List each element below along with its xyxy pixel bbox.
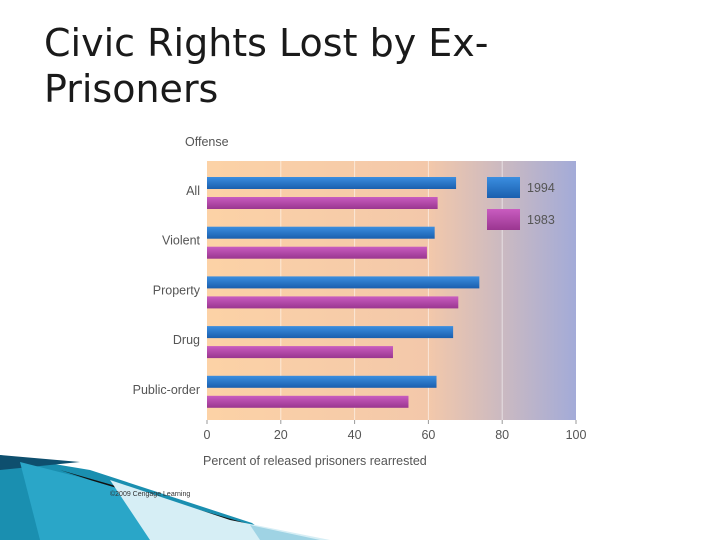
category-label: Property [153,283,201,297]
bar-1983-public-order [207,395,409,408]
category-labels: All Violent Property Drug Public-order [133,184,201,397]
legend-label-1983: 1983 [527,213,555,227]
x-tick-label: 20 [274,428,288,442]
slide-title: Civic Rights Lost by Ex-Prisoners [44,21,489,111]
category-label: All [186,184,200,198]
y-axis-label: Offense [185,135,229,149]
bar-1983-all [207,197,438,209]
x-axis-label: Percent of released prisoners rearrested [203,454,427,468]
bars [207,177,480,408]
legend-swatch-1994 [487,177,520,198]
legend: 1994 1983 [487,177,555,230]
bar-1983-property [207,296,459,309]
category-label: Drug [173,333,200,347]
bar-1994-drug [207,326,454,339]
legend-label-1994: 1994 [527,181,555,195]
x-tick-label: 40 [348,428,362,442]
legend-swatch-1983 [487,209,520,230]
category-label: Public-order [133,383,200,397]
bar-1994-property [207,276,480,289]
image-credit: ©2009 Cengage Learning [110,491,191,498]
bar-1994-all [207,177,457,189]
x-tick-label: 80 [495,428,509,442]
bar-1983-violent [207,246,427,259]
x-tick-label: 60 [421,428,435,442]
x-tick-label: 100 [566,428,587,442]
bar-1983-drug [207,346,393,359]
bar-1994-public-order [207,375,437,388]
x-tick-label: 0 [204,428,211,442]
category-label: Violent [162,234,201,248]
bar-1994-violent [207,226,435,239]
x-tick-labels: 0 20 40 60 80 100 [204,428,587,442]
